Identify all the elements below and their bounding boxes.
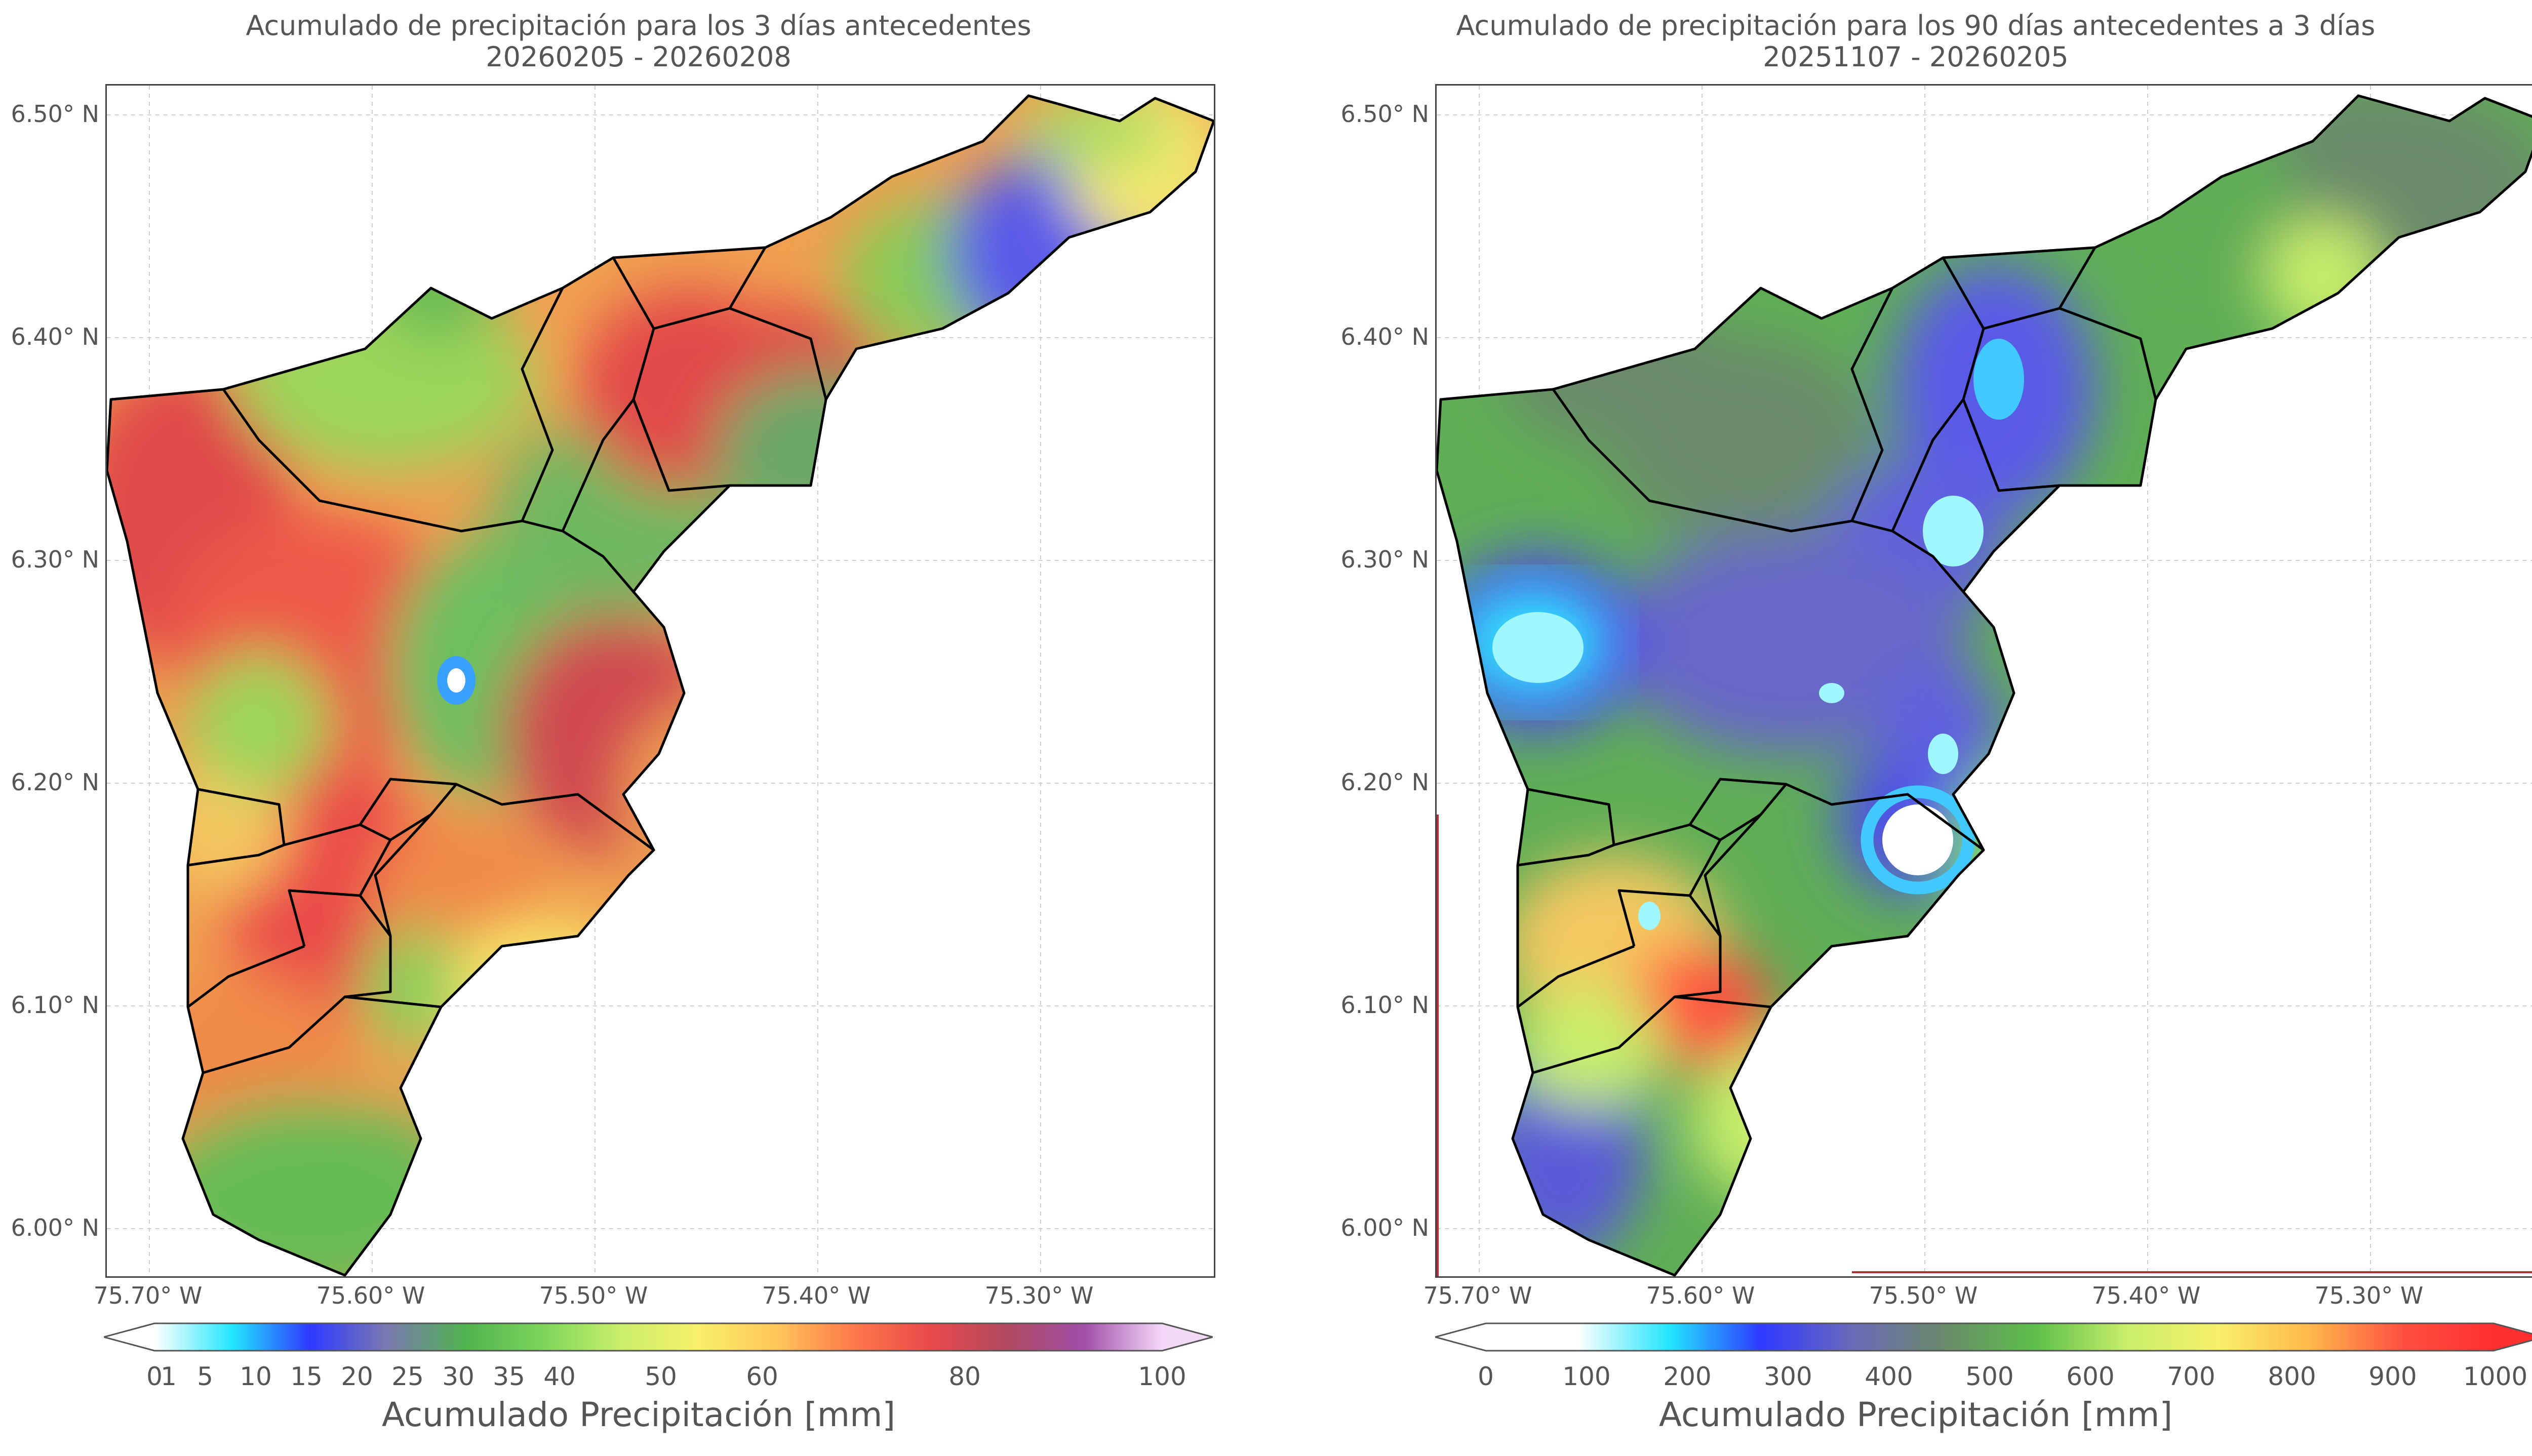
- right-map-area[interactable]: [1435, 84, 2532, 1278]
- right-precip-field: [1437, 96, 2532, 1275]
- lon-label: 75.70° W: [93, 1282, 203, 1309]
- lat-label: 6.20° N: [11, 769, 99, 796]
- lat-label: 6.20° N: [1340, 769, 1429, 796]
- lon-label: 75.40° W: [2091, 1282, 2201, 1309]
- colorbar-tick-label: 80: [948, 1362, 981, 1391]
- lon-label: 75.70° W: [1423, 1282, 1532, 1309]
- right-colorbar-label: Acumulado Precipitación [mm]: [1658, 1395, 2173, 1434]
- colorbar-tick-label: 900: [2368, 1362, 2417, 1391]
- left-colorbar: [104, 1322, 1213, 1352]
- lon-label: 75.60° W: [1646, 1282, 1755, 1309]
- colorbar-tick-label: 500: [1965, 1362, 2014, 1391]
- colorbar-tick-label: 200: [1663, 1362, 1712, 1391]
- colorbar-tick-label: 1: [161, 1362, 177, 1391]
- colorbar-tick-label: 20: [341, 1362, 373, 1391]
- left-map-title: Acumulado de precipitación para los 3 dí…: [246, 10, 1032, 42]
- right-municipal-boundaries: [1437, 94, 2532, 1276]
- lat-label: 6.00° N: [1340, 1214, 1429, 1241]
- lon-label: 75.40° W: [762, 1282, 871, 1309]
- colorbar-tick-label: 60: [746, 1362, 778, 1391]
- colorbar-tick-label: 400: [1865, 1362, 1913, 1391]
- lon-label: 75.50° W: [539, 1282, 648, 1309]
- left-map-date-range: 20260205 - 20260208: [486, 41, 792, 73]
- left-municipal-boundaries: [107, 94, 1214, 1276]
- right-map-date-range: 20251107 - 20260205: [1763, 41, 2069, 73]
- left-colorbar-label: Acumulado Precipitación [mm]: [381, 1395, 896, 1434]
- right-map-panel: Acumulado de precipitación para los 90 d…: [1277, 0, 2532, 1456]
- lat-label: 6.00° N: [11, 1214, 99, 1241]
- colorbar-tick-label: 10: [240, 1362, 272, 1391]
- colorbar-tick-label: 1000: [2463, 1362, 2528, 1391]
- left-precip-field: [107, 96, 1214, 1275]
- colorbar-tick-label: 0: [1478, 1362, 1494, 1391]
- colorbar-tick-label: 600: [2066, 1362, 2115, 1391]
- lon-label: 75.60° W: [316, 1282, 425, 1309]
- lat-label: 6.30° N: [11, 546, 99, 573]
- colorbar-tick-label: 300: [1764, 1362, 1812, 1391]
- colorbar-tick-label: 40: [543, 1362, 576, 1391]
- left-map-svg: [107, 86, 1214, 1276]
- colorbar-tick-label: 15: [290, 1362, 323, 1391]
- lon-label: 75.30° W: [984, 1282, 1094, 1309]
- colorbar-tick-label: 0: [146, 1362, 163, 1391]
- colorbar-tick-label: 100: [1562, 1362, 1611, 1391]
- lat-label: 6.10° N: [11, 991, 99, 1019]
- lat-label: 6.30° N: [1340, 546, 1429, 573]
- colorbar-tick-label: 700: [2167, 1362, 2216, 1391]
- right-colorbar: [1435, 1322, 2532, 1352]
- colorbar-tick-label: 25: [391, 1362, 424, 1391]
- colorbar-tick-label: 5: [197, 1362, 213, 1391]
- lat-label: 6.50° N: [1340, 100, 1429, 128]
- lat-label: 6.50° N: [11, 100, 99, 128]
- colorbar-tick-label: 35: [493, 1362, 525, 1391]
- lat-label: 6.40° N: [1340, 323, 1429, 350]
- lon-label: 75.30° W: [2314, 1282, 2424, 1309]
- left-map-panel: Acumulado de precipitación para los 3 dí…: [11, 10, 1215, 1434]
- lon-label: 75.50° W: [1869, 1282, 1978, 1309]
- left-map-area[interactable]: [105, 84, 1215, 1278]
- colorbar-tick-label: 100: [1138, 1362, 1186, 1391]
- lat-label: 6.40° N: [11, 323, 99, 350]
- colorbar-tick-label: 50: [645, 1362, 677, 1391]
- colorbar-tick-label: 30: [442, 1362, 474, 1391]
- right-map-title: Acumulado de precipitación para los 90 d…: [1456, 10, 2376, 42]
- colorbar-tick-label: 800: [2268, 1362, 2316, 1391]
- right-map-svg: [1437, 86, 2532, 1276]
- lat-label: 6.10° N: [1340, 991, 1429, 1019]
